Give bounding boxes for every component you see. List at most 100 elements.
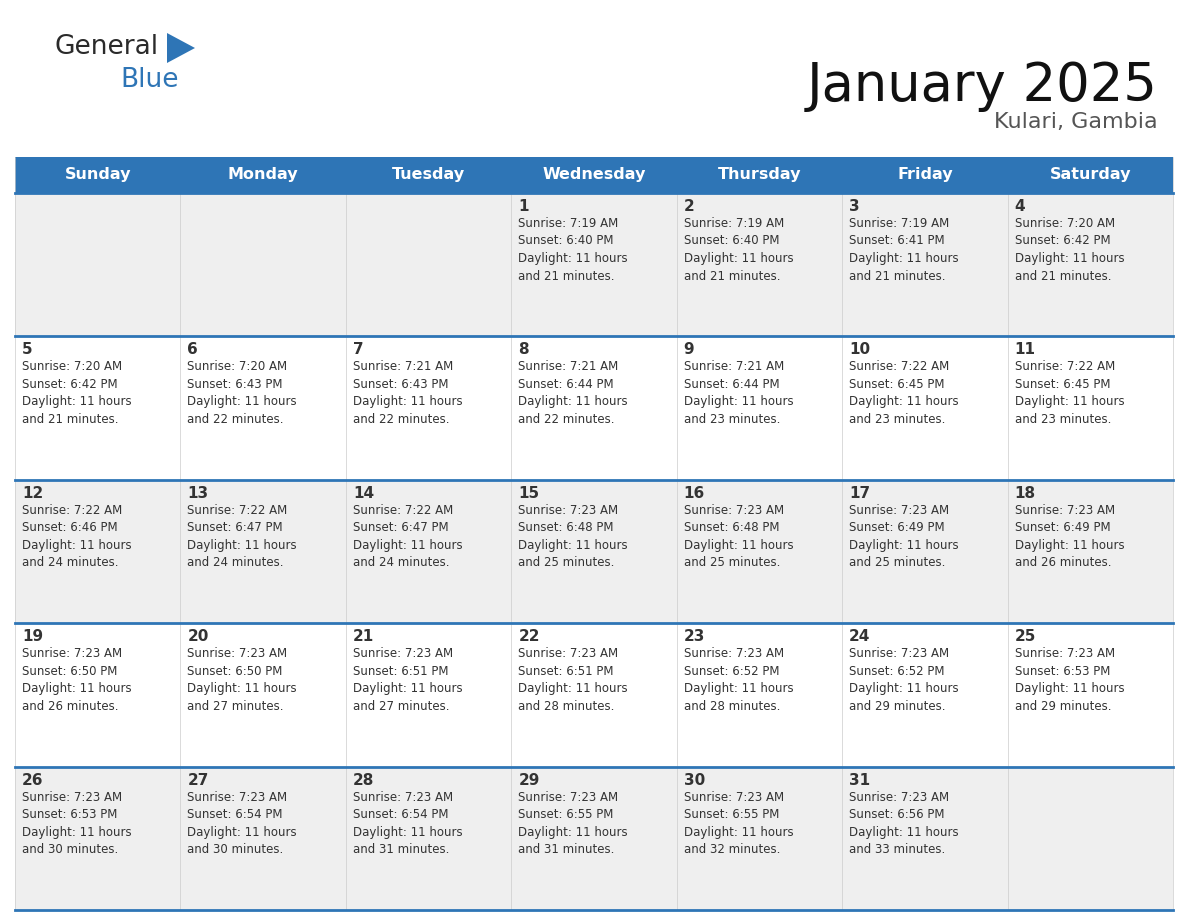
Bar xyxy=(181,480,346,623)
Bar xyxy=(677,193,842,336)
Text: Sunrise: 7:20 AM
Sunset: 6:42 PM
Daylight: 11 hours
and 21 minutes.: Sunrise: 7:20 AM Sunset: 6:42 PM Dayligh… xyxy=(23,361,132,426)
Text: January 2025: January 2025 xyxy=(807,60,1158,112)
Text: Saturday: Saturday xyxy=(1049,167,1131,183)
Text: Sunrise: 7:22 AM
Sunset: 6:47 PM
Daylight: 11 hours
and 24 minutes.: Sunrise: 7:22 AM Sunset: 6:47 PM Dayligh… xyxy=(353,504,462,569)
Bar xyxy=(677,157,842,193)
Text: 26: 26 xyxy=(23,773,44,788)
Text: 9: 9 xyxy=(684,342,694,357)
Text: 12: 12 xyxy=(23,486,43,501)
Text: Sunrise: 7:21 AM
Sunset: 6:44 PM
Daylight: 11 hours
and 22 minutes.: Sunrise: 7:21 AM Sunset: 6:44 PM Dayligh… xyxy=(518,361,628,426)
Text: 6: 6 xyxy=(188,342,198,357)
Text: Sunrise: 7:23 AM
Sunset: 6:49 PM
Daylight: 11 hours
and 25 minutes.: Sunrise: 7:23 AM Sunset: 6:49 PM Dayligh… xyxy=(849,504,959,569)
Text: Sunrise: 7:19 AM
Sunset: 6:40 PM
Daylight: 11 hours
and 21 minutes.: Sunrise: 7:19 AM Sunset: 6:40 PM Dayligh… xyxy=(518,217,628,283)
Text: Sunrise: 7:23 AM
Sunset: 6:49 PM
Daylight: 11 hours
and 26 minutes.: Sunrise: 7:23 AM Sunset: 6:49 PM Dayligh… xyxy=(1015,504,1124,569)
Text: General: General xyxy=(55,34,159,60)
Bar xyxy=(842,193,1007,336)
Text: Wednesday: Wednesday xyxy=(542,167,646,183)
Text: 3: 3 xyxy=(849,199,860,214)
Bar xyxy=(346,336,511,480)
Text: Sunrise: 7:22 AM
Sunset: 6:46 PM
Daylight: 11 hours
and 24 minutes.: Sunrise: 7:22 AM Sunset: 6:46 PM Dayligh… xyxy=(23,504,132,569)
Text: Sunrise: 7:23 AM
Sunset: 6:54 PM
Daylight: 11 hours
and 31 minutes.: Sunrise: 7:23 AM Sunset: 6:54 PM Dayligh… xyxy=(353,790,462,856)
Bar xyxy=(677,623,842,767)
Text: 21: 21 xyxy=(353,629,374,644)
Bar xyxy=(1007,193,1173,336)
Text: Friday: Friday xyxy=(897,167,953,183)
Text: Sunrise: 7:21 AM
Sunset: 6:44 PM
Daylight: 11 hours
and 23 minutes.: Sunrise: 7:21 AM Sunset: 6:44 PM Dayligh… xyxy=(684,361,794,426)
Bar xyxy=(15,767,181,910)
Text: Thursday: Thursday xyxy=(718,167,801,183)
Text: Monday: Monday xyxy=(228,167,298,183)
Text: Blue: Blue xyxy=(120,67,178,93)
Text: 5: 5 xyxy=(23,342,32,357)
Text: Sunday: Sunday xyxy=(64,167,131,183)
Bar xyxy=(511,336,677,480)
Bar xyxy=(677,767,842,910)
Text: Sunrise: 7:23 AM
Sunset: 6:48 PM
Daylight: 11 hours
and 25 minutes.: Sunrise: 7:23 AM Sunset: 6:48 PM Dayligh… xyxy=(684,504,794,569)
Text: Sunrise: 7:23 AM
Sunset: 6:50 PM
Daylight: 11 hours
and 26 minutes.: Sunrise: 7:23 AM Sunset: 6:50 PM Dayligh… xyxy=(23,647,132,712)
Text: 23: 23 xyxy=(684,629,706,644)
Bar xyxy=(842,767,1007,910)
Text: 19: 19 xyxy=(23,629,43,644)
Bar xyxy=(15,193,181,336)
Text: 31: 31 xyxy=(849,773,871,788)
Text: 2: 2 xyxy=(684,199,695,214)
Text: 8: 8 xyxy=(518,342,529,357)
Text: Sunrise: 7:23 AM
Sunset: 6:48 PM
Daylight: 11 hours
and 25 minutes.: Sunrise: 7:23 AM Sunset: 6:48 PM Dayligh… xyxy=(518,504,628,569)
Bar xyxy=(346,623,511,767)
Text: 29: 29 xyxy=(518,773,539,788)
Bar xyxy=(677,336,842,480)
Text: 22: 22 xyxy=(518,629,539,644)
Text: 4: 4 xyxy=(1015,199,1025,214)
Bar xyxy=(181,767,346,910)
Bar xyxy=(181,193,346,336)
Text: 28: 28 xyxy=(353,773,374,788)
Text: 18: 18 xyxy=(1015,486,1036,501)
Text: Sunrise: 7:23 AM
Sunset: 6:51 PM
Daylight: 11 hours
and 28 minutes.: Sunrise: 7:23 AM Sunset: 6:51 PM Dayligh… xyxy=(518,647,628,712)
Bar xyxy=(181,157,346,193)
Text: 14: 14 xyxy=(353,486,374,501)
Text: Sunrise: 7:23 AM
Sunset: 6:51 PM
Daylight: 11 hours
and 27 minutes.: Sunrise: 7:23 AM Sunset: 6:51 PM Dayligh… xyxy=(353,647,462,712)
Text: 24: 24 xyxy=(849,629,871,644)
Text: Sunrise: 7:20 AM
Sunset: 6:42 PM
Daylight: 11 hours
and 21 minutes.: Sunrise: 7:20 AM Sunset: 6:42 PM Dayligh… xyxy=(1015,217,1124,283)
Text: 16: 16 xyxy=(684,486,704,501)
Bar xyxy=(1007,157,1173,193)
Bar xyxy=(346,767,511,910)
Bar xyxy=(15,157,181,193)
Text: 27: 27 xyxy=(188,773,209,788)
Text: Sunrise: 7:21 AM
Sunset: 6:43 PM
Daylight: 11 hours
and 22 minutes.: Sunrise: 7:21 AM Sunset: 6:43 PM Dayligh… xyxy=(353,361,462,426)
Text: 7: 7 xyxy=(353,342,364,357)
Text: Sunrise: 7:23 AM
Sunset: 6:56 PM
Daylight: 11 hours
and 33 minutes.: Sunrise: 7:23 AM Sunset: 6:56 PM Dayligh… xyxy=(849,790,959,856)
Text: Sunrise: 7:23 AM
Sunset: 6:53 PM
Daylight: 11 hours
and 30 minutes.: Sunrise: 7:23 AM Sunset: 6:53 PM Dayligh… xyxy=(23,790,132,856)
Bar xyxy=(842,336,1007,480)
Bar xyxy=(1007,336,1173,480)
Text: 10: 10 xyxy=(849,342,871,357)
Text: Sunrise: 7:23 AM
Sunset: 6:52 PM
Daylight: 11 hours
and 29 minutes.: Sunrise: 7:23 AM Sunset: 6:52 PM Dayligh… xyxy=(849,647,959,712)
Text: 25: 25 xyxy=(1015,629,1036,644)
Text: Kulari, Gambia: Kulari, Gambia xyxy=(994,112,1158,132)
Bar xyxy=(511,157,677,193)
Bar xyxy=(842,157,1007,193)
Bar xyxy=(181,623,346,767)
Text: Sunrise: 7:23 AM
Sunset: 6:52 PM
Daylight: 11 hours
and 28 minutes.: Sunrise: 7:23 AM Sunset: 6:52 PM Dayligh… xyxy=(684,647,794,712)
Text: Sunrise: 7:23 AM
Sunset: 6:53 PM
Daylight: 11 hours
and 29 minutes.: Sunrise: 7:23 AM Sunset: 6:53 PM Dayligh… xyxy=(1015,647,1124,712)
Text: 17: 17 xyxy=(849,486,871,501)
Bar xyxy=(1007,623,1173,767)
Bar xyxy=(346,193,511,336)
Bar xyxy=(842,623,1007,767)
Text: Sunrise: 7:22 AM
Sunset: 6:47 PM
Daylight: 11 hours
and 24 minutes.: Sunrise: 7:22 AM Sunset: 6:47 PM Dayligh… xyxy=(188,504,297,569)
Bar xyxy=(15,336,181,480)
Text: Sunrise: 7:23 AM
Sunset: 6:50 PM
Daylight: 11 hours
and 27 minutes.: Sunrise: 7:23 AM Sunset: 6:50 PM Dayligh… xyxy=(188,647,297,712)
Bar xyxy=(346,480,511,623)
Text: 15: 15 xyxy=(518,486,539,501)
Text: Sunrise: 7:23 AM
Sunset: 6:54 PM
Daylight: 11 hours
and 30 minutes.: Sunrise: 7:23 AM Sunset: 6:54 PM Dayligh… xyxy=(188,790,297,856)
Text: Tuesday: Tuesday xyxy=(392,167,466,183)
Bar xyxy=(511,193,677,336)
Text: Sunrise: 7:23 AM
Sunset: 6:55 PM
Daylight: 11 hours
and 32 minutes.: Sunrise: 7:23 AM Sunset: 6:55 PM Dayligh… xyxy=(684,790,794,856)
Bar xyxy=(1007,767,1173,910)
Bar xyxy=(15,623,181,767)
Text: Sunrise: 7:20 AM
Sunset: 6:43 PM
Daylight: 11 hours
and 22 minutes.: Sunrise: 7:20 AM Sunset: 6:43 PM Dayligh… xyxy=(188,361,297,426)
Text: Sunrise: 7:19 AM
Sunset: 6:41 PM
Daylight: 11 hours
and 21 minutes.: Sunrise: 7:19 AM Sunset: 6:41 PM Dayligh… xyxy=(849,217,959,283)
Text: Sunrise: 7:19 AM
Sunset: 6:40 PM
Daylight: 11 hours
and 21 minutes.: Sunrise: 7:19 AM Sunset: 6:40 PM Dayligh… xyxy=(684,217,794,283)
Text: Sunrise: 7:22 AM
Sunset: 6:45 PM
Daylight: 11 hours
and 23 minutes.: Sunrise: 7:22 AM Sunset: 6:45 PM Dayligh… xyxy=(1015,361,1124,426)
Text: 1: 1 xyxy=(518,199,529,214)
